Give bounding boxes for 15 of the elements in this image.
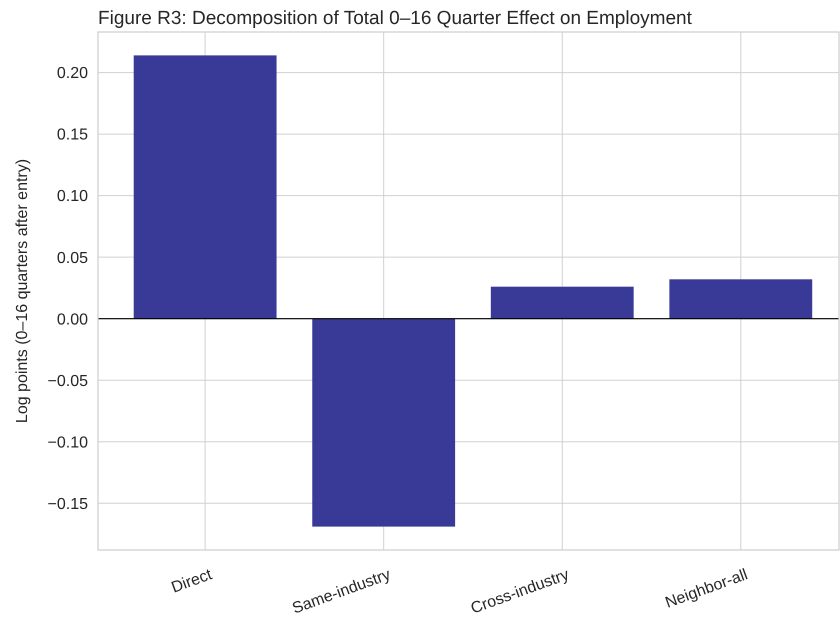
y-tick-label: 0.15 (56, 126, 88, 144)
y-tick-label: 0.10 (56, 188, 88, 206)
y-tick-label: 0.00 (56, 311, 88, 328)
y-tick-label: 0.05 (56, 250, 88, 267)
y-axis-title: Log points (0–16 quarters after entry) (14, 158, 31, 424)
y-tick-label: −0.10 (48, 434, 88, 452)
y-tick-label: −0.15 (48, 496, 88, 513)
y-tick-label: −0.05 (48, 372, 88, 390)
chart-title: Figure R3: Decomposition of Total 0–16 Quarter Effect on Employment (98, 8, 693, 29)
y-tick-label: 0.20 (56, 65, 88, 82)
bar (134, 55, 277, 319)
bar (490, 286, 634, 319)
x-tick-label: Direct (169, 566, 215, 597)
bar (312, 318, 456, 527)
bar (669, 279, 812, 319)
